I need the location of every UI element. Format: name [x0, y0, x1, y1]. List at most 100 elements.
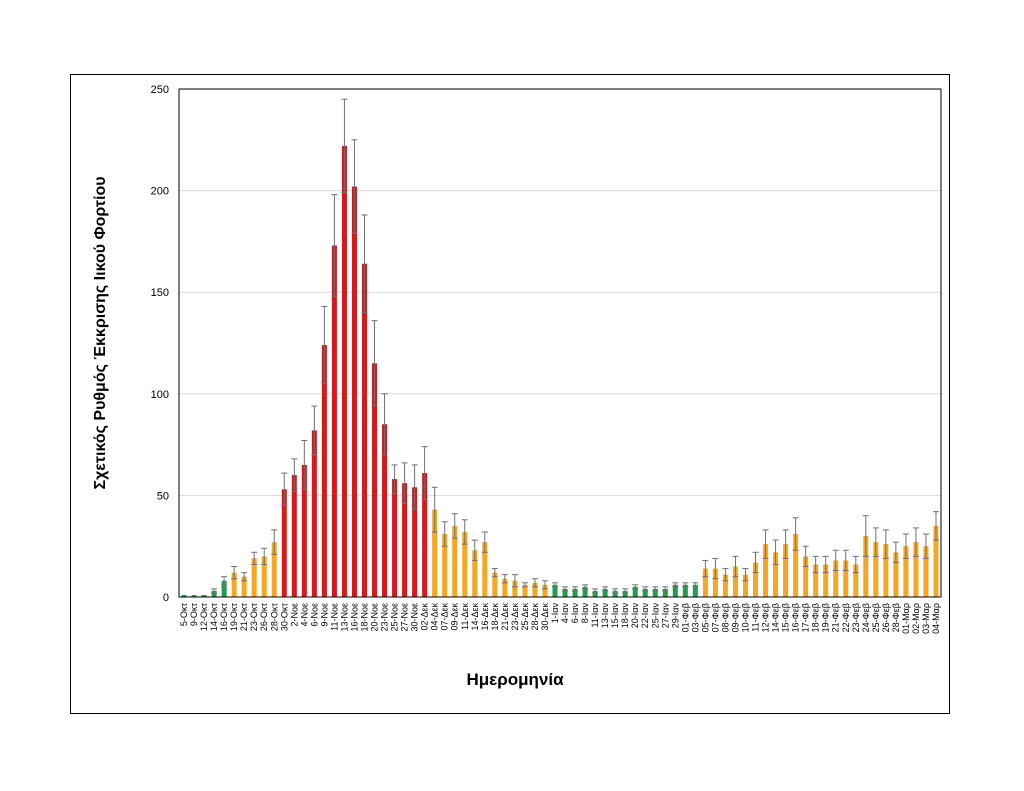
bar	[883, 544, 889, 597]
x-tick-label: 29-Ιαν	[670, 603, 680, 629]
bar	[712, 568, 718, 597]
error-bar	[802, 545, 809, 568]
error-bar	[902, 533, 909, 559]
x-tick-label: 14-Οκτ	[209, 603, 219, 632]
error-bar	[642, 586, 649, 592]
x-tick-label: 01-Φεβ	[680, 603, 690, 632]
bar	[893, 552, 899, 597]
bar	[853, 564, 859, 597]
x-tick-label: 26-Οκτ	[259, 603, 269, 632]
bar	[783, 544, 789, 597]
error-bar	[722, 568, 729, 582]
bars	[181, 145, 939, 598]
y-tick-label: 200	[151, 186, 169, 198]
grid	[179, 88, 941, 496]
error-bar	[251, 551, 258, 565]
bar	[652, 588, 658, 597]
bar	[722, 574, 728, 597]
bar	[201, 594, 207, 597]
bar	[913, 542, 919, 597]
bar	[632, 586, 638, 597]
x-tick-label: 08-Φεβ	[720, 603, 730, 632]
error-bar	[211, 588, 218, 594]
bar	[321, 345, 327, 597]
x-tick-label: 14-Δεκ	[470, 603, 480, 631]
bar	[351, 186, 357, 597]
bar	[191, 594, 197, 597]
error-bar	[732, 555, 739, 578]
x-tick-label: 04-Δεκ	[430, 603, 440, 631]
bar	[422, 473, 428, 597]
error-bar	[562, 586, 569, 592]
x-tick-label: 07-Δεκ	[440, 603, 450, 631]
bar	[552, 584, 558, 597]
bar	[542, 584, 548, 597]
bar	[241, 576, 247, 597]
bar	[793, 534, 799, 597]
bar	[442, 534, 448, 597]
bar	[231, 572, 237, 597]
error-bar	[572, 586, 579, 592]
bar	[281, 489, 287, 597]
x-tick-label: 30-Οκτ	[279, 603, 289, 632]
bar	[291, 475, 297, 597]
x-tick-label: 27-Ιαν	[660, 603, 670, 629]
y-tick-label: 150	[151, 287, 169, 299]
error-bar	[431, 486, 438, 533]
chart-frame: 0 50 100 150 200 250 5-Οκτ 9-Οκτ 12-Οκτ 14-Οκτ 16…	[70, 74, 950, 714]
x-tick-label: 10-Φεβ	[740, 603, 750, 632]
x-tick-label: 5-Οκτ	[179, 603, 189, 627]
x-tick-label: 25-Δεκ	[520, 603, 530, 631]
x-tick-label: 17-Φεβ	[801, 603, 811, 632]
error-bar	[511, 574, 518, 588]
bar	[612, 590, 618, 597]
bar	[402, 483, 408, 597]
x-tick-label: 16-Νοε	[349, 603, 359, 632]
bar	[271, 542, 277, 597]
bar	[682, 584, 688, 597]
x-tick-label: 2-Νοε	[289, 603, 299, 627]
x-tick-label: 4-Νοε	[299, 603, 309, 627]
bar	[672, 584, 678, 597]
error-bar	[291, 458, 298, 492]
bar	[622, 590, 628, 597]
error-bar	[772, 539, 779, 565]
x-tick-label: 13-Ιαν	[600, 603, 610, 629]
error-bar	[782, 529, 789, 559]
bar	[773, 552, 779, 597]
x-tick-label: 30-Δεκ	[540, 603, 550, 631]
bar	[873, 542, 879, 597]
bar	[482, 542, 488, 597]
x-tick-label: 11-Φεβ	[751, 603, 761, 632]
x-tick-label: 21-Δεκ	[500, 603, 510, 631]
y-tick-label: 100	[151, 389, 169, 401]
x-tick-label: 20-Ιαν	[630, 603, 640, 629]
x-tick-label: 18-Φεβ	[811, 603, 821, 632]
x-tick-label: 1-Ιαν	[550, 603, 560, 624]
bar	[833, 560, 839, 597]
error-bar	[321, 305, 328, 385]
y-tick-label: 250	[151, 84, 169, 96]
error-bar	[882, 529, 889, 559]
x-axis-ticks: 5-Οκτ 9-Οκτ 12-Οκτ 14-Οκτ 16-Οκτ 19-Οκτ 21-Οκτ…	[179, 603, 941, 634]
bar	[492, 572, 498, 597]
x-tick-label: 9-Οκτ	[189, 603, 199, 627]
x-tick-label: 25-Ιαν	[650, 603, 660, 629]
error-bar	[261, 547, 268, 565]
x-axis-title: Ημερομηνία	[466, 670, 564, 689]
x-tick-label: 03-Φεβ	[690, 603, 700, 632]
x-tick-label: 02-Δεκ	[420, 603, 430, 631]
y-tick-label: 0	[163, 592, 169, 604]
error-bar	[351, 139, 358, 234]
plot-area	[178, 88, 942, 598]
bar	[823, 564, 829, 597]
error-bar	[451, 513, 458, 539]
x-tick-label: 07-Φεβ	[710, 603, 720, 632]
bar	[732, 566, 738, 597]
bar	[452, 525, 458, 597]
error-bar	[682, 582, 689, 588]
error-bar	[271, 529, 278, 555]
error-bar	[311, 405, 318, 456]
error-bar	[391, 464, 398, 494]
